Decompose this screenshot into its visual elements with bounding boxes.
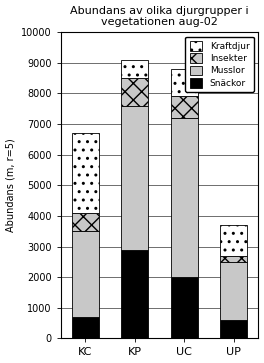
Bar — [72, 213, 99, 231]
Bar — [121, 250, 148, 338]
Bar — [220, 320, 247, 338]
Bar — [171, 277, 198, 338]
Bar — [121, 60, 148, 78]
Bar — [121, 106, 148, 250]
Bar — [72, 231, 99, 317]
Bar — [171, 118, 198, 277]
Bar — [171, 97, 198, 118]
Legend: Kraftdjur, Insekter, Musslor, Snäckor: Kraftdjur, Insekter, Musslor, Snäckor — [185, 37, 254, 92]
Bar — [220, 225, 247, 256]
Bar — [171, 69, 198, 97]
Bar — [220, 256, 247, 262]
Title: Abundans av olika djurgrupper i
vegetationen aug-02: Abundans av olika djurgrupper i vegetati… — [70, 5, 249, 27]
Bar — [72, 133, 99, 213]
Bar — [121, 78, 148, 106]
Bar — [220, 262, 247, 320]
Y-axis label: Abundans (m, r=5): Abundans (m, r=5) — [6, 138, 16, 232]
Bar — [72, 317, 99, 338]
